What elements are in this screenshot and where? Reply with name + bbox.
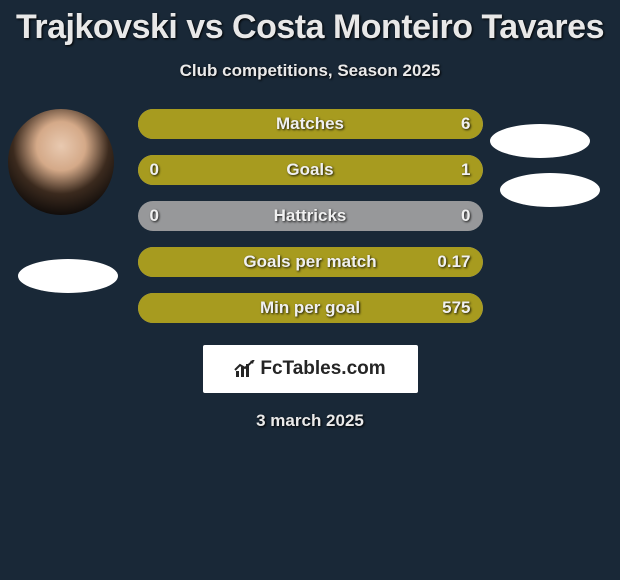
page-subtitle: Club competitions, Season 2025	[0, 61, 620, 81]
chart-icon	[234, 360, 256, 378]
page-title: Trajkovski vs Costa Monteiro Tavares	[0, 0, 620, 47]
date-label: 3 march 2025	[0, 411, 620, 431]
comparison-content: Matches60Goals10Hattricks0Goals per matc…	[0, 109, 620, 431]
logo-text: FcTables.com	[260, 358, 385, 380]
stat-bar: Min per goal575	[138, 293, 483, 323]
stat-bar: 0Hattricks0	[138, 201, 483, 231]
player-right-flag	[500, 173, 600, 207]
stat-bar: Goals per match0.17	[138, 247, 483, 277]
bar-label: Goals per match	[138, 252, 483, 272]
bar-value-right: 1	[461, 160, 470, 180]
bar-label: Hattricks	[138, 206, 483, 226]
bar-value-right: 0	[461, 206, 470, 226]
comparison-bars: Matches60Goals10Hattricks0Goals per matc…	[138, 109, 483, 323]
stat-bar: 0Goals1	[138, 155, 483, 185]
player-left-avatar	[8, 109, 114, 215]
player-left-flag	[18, 259, 118, 293]
bar-value-right: 0.17	[437, 252, 470, 272]
bar-value-right: 575	[442, 298, 470, 318]
stat-bar: Matches6	[138, 109, 483, 139]
bar-label: Goals	[138, 160, 483, 180]
bar-label: Min per goal	[138, 298, 483, 318]
player-right-avatar-placeholder	[490, 124, 590, 158]
bar-label: Matches	[138, 114, 483, 134]
bar-value-right: 6	[461, 114, 470, 134]
logo-box: FcTables.com	[203, 345, 418, 393]
